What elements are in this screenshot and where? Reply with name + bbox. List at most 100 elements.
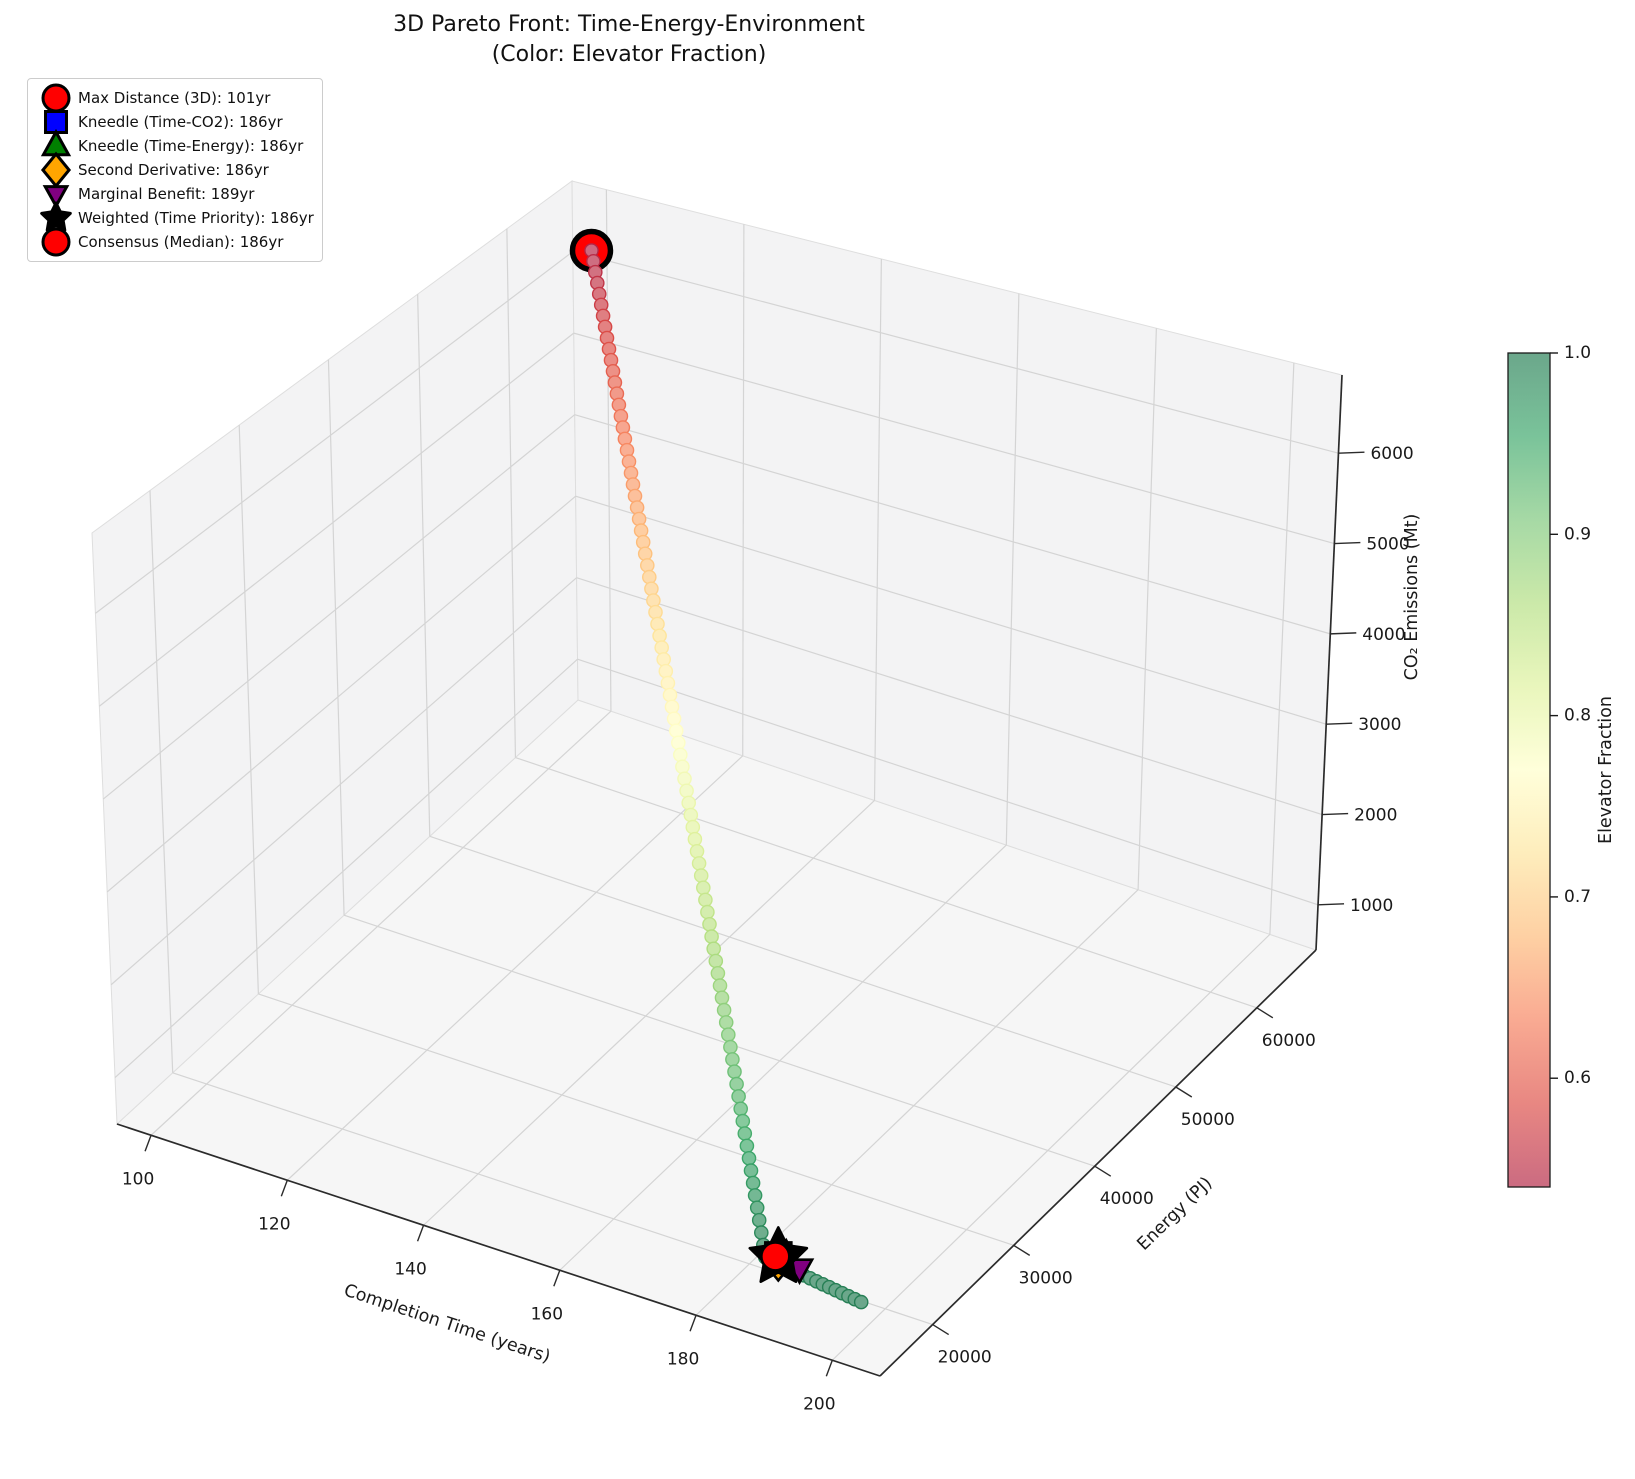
pareto-point — [654, 640, 670, 655]
legend-item-label: Weighted (Time Priority): 186yr — [78, 209, 314, 227]
y-tick — [1175, 1086, 1193, 1098]
colorbar-tick-label: 0.7 — [1564, 887, 1591, 907]
y-axis-line — [879, 949, 1317, 1377]
pareto-point — [650, 616, 665, 632]
pareto-point — [729, 1076, 744, 1092]
pareto-point — [677, 771, 692, 787]
grid-x-wall — [873, 258, 882, 801]
pareto-point — [648, 604, 663, 620]
legend-item-label: Max Distance (3D): 101yr — [78, 89, 271, 107]
legend-item-label: Second Derivative: 186yr — [78, 161, 269, 179]
pareto-point — [723, 1039, 738, 1055]
x-tick-label: 180 — [667, 1349, 699, 1369]
legend-item: Marginal Benefit: 189yr — [34, 182, 314, 210]
pareto-point — [660, 675, 676, 691]
pareto-point — [712, 978, 728, 993]
colorbar-gradient — [1507, 352, 1551, 1188]
pareto-point — [700, 904, 715, 920]
y-tick-label: 50000 — [1181, 1110, 1235, 1130]
z-axis-label: CO₂ Emissions (Mt) — [1402, 514, 1422, 681]
pareto-point — [646, 593, 661, 608]
colorbar-label: Elevator Fraction — [1596, 696, 1616, 844]
grid-x-floor — [559, 844, 1007, 1271]
scatter-points — [584, 243, 869, 1310]
legend-item: Kneedle (Time-CO2): 186yr — [34, 110, 314, 134]
axis-ticks: 100 120 140 160 180 200 20000 30000 40000 50000 60… — [122, 444, 1414, 1414]
pareto-point — [727, 1064, 742, 1079]
z-tick-label: 6000 — [1370, 444, 1413, 464]
pareto-point — [704, 929, 719, 944]
grid-x-wall — [1269, 362, 1295, 935]
pareto-point — [683, 807, 699, 823]
pareto-point — [739, 1138, 755, 1154]
colorbar-tick-label: 0.6 — [1564, 1068, 1591, 1088]
pareto-point — [689, 844, 705, 859]
pareto-point — [691, 856, 707, 871]
grid-z-wall-right — [576, 577, 1323, 816]
grid-y-wall — [417, 294, 431, 837]
knee-markers — [748, 1226, 815, 1286]
pareto-point — [679, 783, 694, 799]
y-axis-label: Energy (PJ) — [1134, 1173, 1217, 1255]
legend-item-label: Kneedle (Time-CO2): 186yr — [78, 113, 283, 131]
pareto-point — [693, 868, 709, 883]
pareto-point — [708, 953, 724, 969]
pareto-point — [721, 1027, 736, 1042]
z-tick-label: 3000 — [1358, 715, 1401, 735]
pareto-point — [725, 1052, 740, 1067]
grid-x-floor — [286, 755, 744, 1181]
pareto-point — [681, 795, 697, 811]
legend-marker-circle-icon — [41, 83, 71, 113]
x-tick-label: 200 — [803, 1394, 835, 1414]
legend-item: Weighted (Time Priority): 186yr — [34, 201, 314, 232]
axis-lines — [116, 374, 1343, 1377]
grid-z-wall-left — [106, 495, 577, 893]
z-axis-line — [1315, 374, 1343, 951]
legend-marker-triangle-down-icon — [42, 185, 70, 210]
pareto-point — [675, 759, 690, 775]
pareto-point — [658, 663, 674, 679]
grid-y-floor — [515, 756, 1258, 1009]
pareto-point — [652, 628, 667, 644]
grid-x-wall — [1005, 293, 1020, 846]
x-tick — [416, 1225, 425, 1242]
grid-x-floor — [150, 710, 612, 1136]
pareto-point — [644, 581, 659, 597]
x-tick-label: 120 — [258, 1214, 290, 1234]
legend-item: Second Derivative: 186yr — [34, 151, 314, 189]
grid-x-floor — [423, 800, 875, 1226]
z-tick-label: 5000 — [1366, 535, 1409, 555]
grid-y-wall — [238, 425, 259, 994]
grid-y-wall — [506, 228, 517, 758]
y-tick — [1094, 1165, 1112, 1177]
x-tick — [144, 1135, 152, 1152]
z-tick — [1330, 632, 1357, 635]
pareto-point — [662, 687, 678, 703]
pareto-point — [640, 558, 655, 573]
pareto-point — [743, 1163, 759, 1178]
x-tick-label: 160 — [531, 1304, 563, 1324]
colorbar: 1.0 0.9 0.8 0.7 0.6 Elevator Fraction — [1507, 343, 1616, 1188]
grid-z-wall-left — [114, 658, 578, 1079]
y-tick-label: 30000 — [1019, 1268, 1073, 1288]
grid-x-floor — [831, 933, 1271, 1361]
chart-title-line1: 3D Pareto Front: Time-Energy-Environment — [393, 12, 865, 37]
y-tick-label: 60000 — [1262, 1031, 1316, 1051]
grid-y-floor — [343, 914, 1095, 1167]
legend-star-glyph — [40, 201, 72, 232]
pareto-point — [685, 819, 701, 835]
pareto-point — [714, 990, 730, 1006]
gridlines — [95, 189, 1339, 1361]
grid-y-wall — [149, 490, 174, 1073]
pareto-point — [702, 917, 717, 932]
grid-x-wall — [742, 224, 745, 756]
pareto-point — [751, 1212, 767, 1228]
pareto-point — [735, 1113, 751, 1129]
z-tick — [1334, 541, 1361, 545]
z-tick-label: 1000 — [1350, 896, 1393, 916]
pareto-point — [668, 723, 684, 739]
z-tick — [1338, 451, 1365, 454]
pareto-point — [716, 1002, 732, 1018]
colorbar-tick-label: 0.8 — [1564, 706, 1591, 726]
